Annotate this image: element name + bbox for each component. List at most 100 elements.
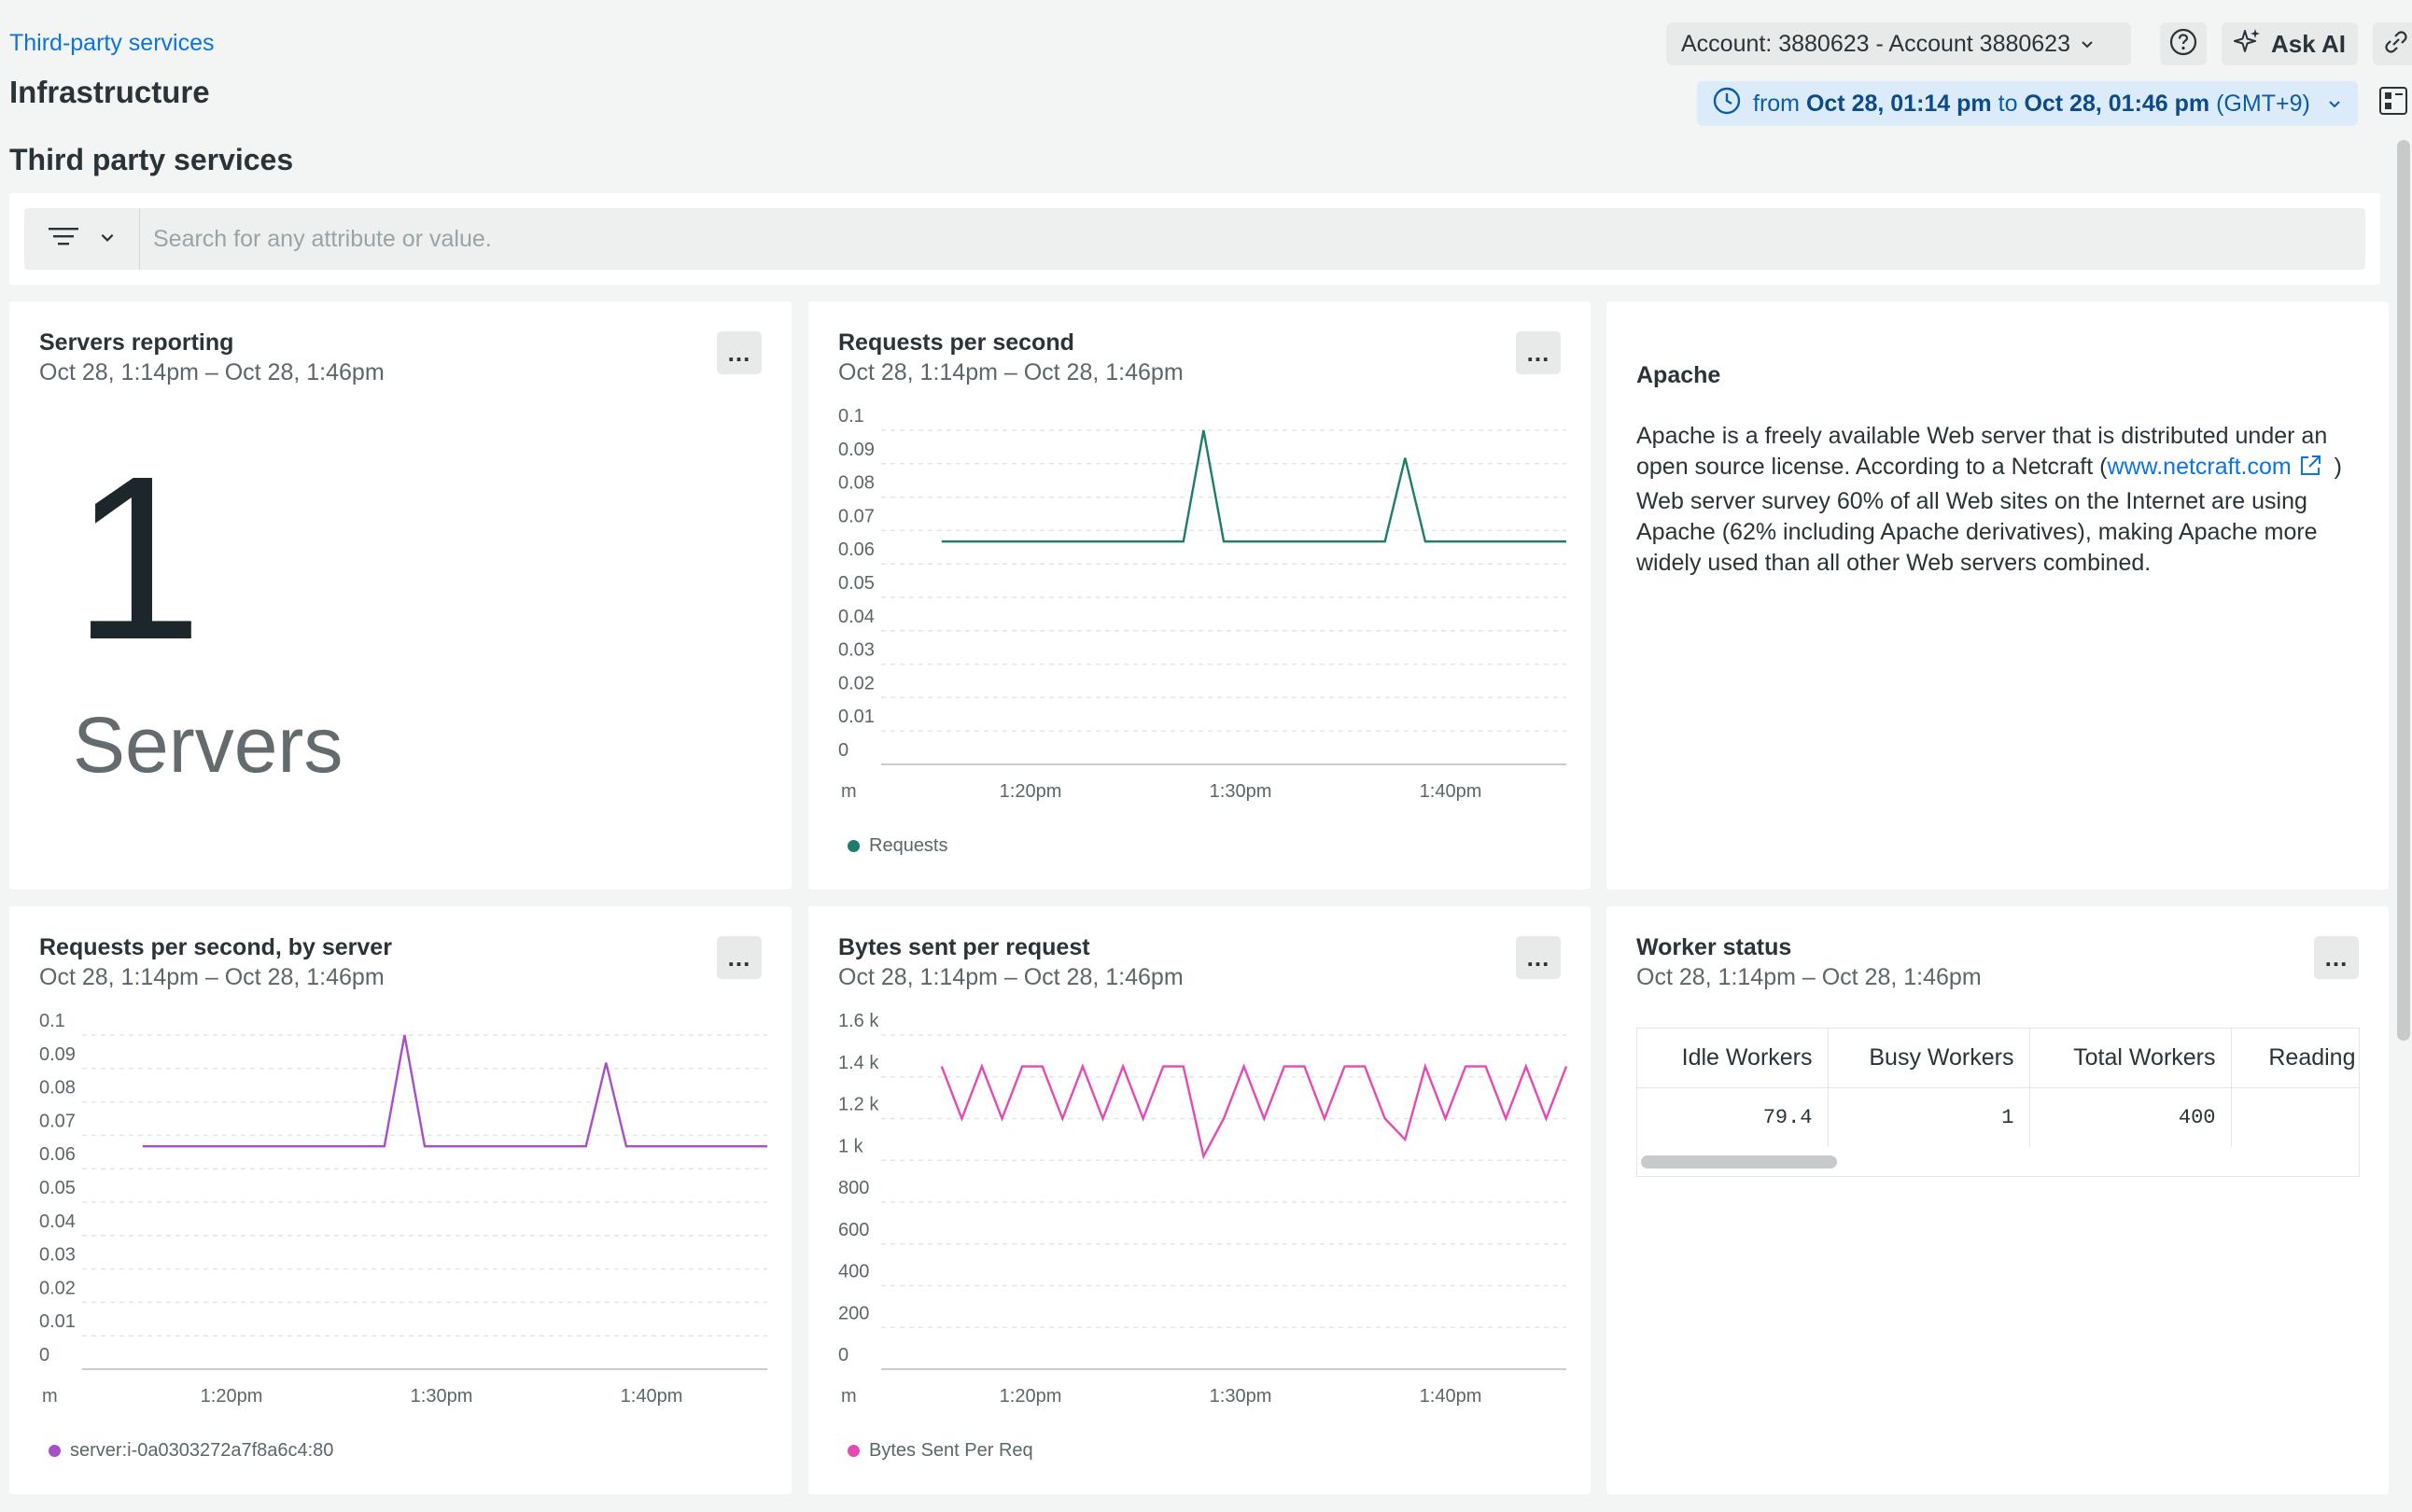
widget-menu-button[interactable]: ...: [717, 331, 762, 374]
link-icon: [2383, 29, 2409, 60]
y-tick-label: 0.1: [838, 406, 864, 427]
y-tick-label: 0.07: [39, 1111, 76, 1131]
card-subtitle: Oct 28, 1:14pm – Oct 28, 1:46pm: [39, 964, 385, 990]
card-title: Bytes sent per request: [838, 934, 1090, 960]
filter-menu-button[interactable]: [24, 208, 140, 270]
servers-reporting-card: Servers reporting Oct 28, 1:14pm – Oct 2…: [9, 301, 792, 889]
section-title: Third party services: [9, 143, 294, 176]
y-tick-label: 0.01: [39, 1311, 76, 1332]
y-tick-label: 0.04: [39, 1211, 76, 1232]
y-tick-label: 0: [39, 1345, 49, 1365]
apache-info-card: Apache Apache is a freely available Web …: [1606, 301, 2389, 889]
series-line[interactable]: [142, 1034, 767, 1148]
requests-per-second-card: Requests per second Oct 28, 1:14pm – Oct…: [808, 301, 1591, 889]
column-header[interactable]: Idle Workers: [1637, 1029, 1829, 1088]
legend-label: server:i-0a0303272a7f8a6c4:80: [70, 1440, 334, 1461]
chevron-down-icon: [2080, 31, 2095, 58]
help-button[interactable]: [2160, 22, 2207, 65]
card-title: Apache: [1636, 362, 1721, 388]
legend-label: Bytes Sent Per Req: [869, 1440, 1033, 1461]
y-tick-label: 0.1: [39, 1011, 65, 1031]
x-tick-label: 1:30pm: [1210, 781, 1272, 802]
chart-legend[interactable]: server:i-0a0303272a7f8a6c4:80: [49, 1440, 333, 1462]
widget-menu-button[interactable]: ...: [1516, 331, 1561, 374]
bytes-per-request-card: Bytes sent per request Oct 28, 1:14pm – …: [808, 906, 1591, 1494]
x-tick-label: 1:30pm: [1210, 1386, 1272, 1407]
y-tick-label: 0.09: [838, 440, 875, 460]
y-tick-label: 0.05: [838, 573, 875, 594]
filter-card: [9, 193, 2380, 285]
table-cell: 1: [1828, 1087, 2030, 1147]
x-tick-label: 1:40pm: [1420, 781, 1482, 802]
help-icon: [2168, 27, 2198, 62]
horizontal-scrollbar[interactable]: [1637, 1148, 2359, 1176]
legend-swatch: [49, 1445, 61, 1457]
bytes-line-chart: 1.6 k 1.4 k 1.2 k 1 k 800 600 400 200 0 m 1:20pm 1:…: [838, 1011, 1568, 1407]
y-tick-label: 0.08: [838, 473, 875, 494]
column-header[interactable]: Busy Workers: [1828, 1029, 2030, 1088]
y-tick-label: 0.01: [838, 707, 875, 727]
clock-icon: [1712, 86, 1742, 122]
widget-menu-button[interactable]: ...: [2314, 936, 2359, 979]
requests-by-server-line-chart: 0.1 0.09 0.08 0.07 0.06 0.05 0.04 0.03 0.02 0.01 0…: [39, 1011, 767, 1407]
y-tick-label: 1.6 k: [838, 1011, 879, 1031]
widget-menu-button[interactable]: ...: [1516, 936, 1561, 979]
card-subtitle: Oct 28, 1:14pm – Oct 28, 1:46pm: [838, 359, 1184, 385]
y-tick-label: 0.04: [838, 607, 875, 627]
card-title: Worker status: [1636, 934, 1792, 960]
chevron-down-icon: [2327, 91, 2342, 118]
y-tick-label: 0.08: [39, 1078, 76, 1099]
x-tick-label: m: [42, 1386, 58, 1407]
requests-line-chart: 0.1 0.09 0.08 0.07 0.06 0.05 0.04 0.03 0.02 0.01 0…: [838, 406, 1566, 802]
y-tick-label: 0.03: [838, 640, 875, 661]
account-label: Account: 3880623 - Account 3880623: [1681, 30, 2070, 57]
worker-table: Idle Workers Busy Workers Total Workers …: [1636, 1028, 2360, 1177]
y-tick-label: 0.06: [39, 1144, 76, 1165]
column-header[interactable]: Reading: [2231, 1029, 2359, 1088]
qr-share-icon: [2378, 86, 2410, 122]
external-link-icon[interactable]: [2298, 454, 2322, 486]
search-input[interactable]: [140, 208, 2365, 270]
servers-unit: Servers: [73, 701, 344, 789]
y-tick-label: 0.05: [39, 1178, 76, 1198]
widget-menu-button[interactable]: ...: [717, 936, 762, 979]
column-header[interactable]: Total Workers: [2029, 1029, 2232, 1088]
requests-by-server-card: Requests per second, by server Oct 28, 1…: [9, 906, 792, 1494]
scrollbar-thumb[interactable]: [1641, 1155, 1837, 1169]
page-scrollbar[interactable]: [2397, 140, 2410, 1041]
card-subtitle: Oct 28, 1:14pm – Oct 28, 1:46pm: [1636, 964, 1982, 990]
y-tick-label: 0.02: [838, 673, 875, 693]
account-selector[interactable]: Account: 3880623 - Account 3880623: [1666, 22, 2131, 65]
ask-ai-button[interactable]: Ask AI: [2222, 22, 2358, 65]
y-tick-label: 0: [838, 1345, 848, 1365]
y-tick-label: 200: [838, 1303, 869, 1323]
apache-description: Apache is a freely available Web server …: [1636, 423, 2342, 576]
y-tick-label: 600: [838, 1220, 869, 1240]
card-subtitle: Oct 28, 1:14pm – Oct 28, 1:46pm: [838, 964, 1184, 990]
x-tick-label: 1:40pm: [621, 1386, 683, 1407]
y-tick-label: 1 k: [838, 1136, 864, 1156]
x-tick-label: 1:20pm: [1000, 781, 1062, 802]
copy-link-button[interactable]: [2373, 22, 2412, 65]
legend-swatch: [848, 840, 860, 852]
legend-label: Requests: [869, 835, 948, 856]
card-title: Servers reporting: [39, 329, 234, 356]
series-line[interactable]: [940, 1062, 1568, 1160]
y-tick-label: 0.02: [39, 1278, 76, 1298]
card-title: Requests per second: [838, 329, 1074, 356]
netcraft-link[interactable]: www.netcraft.com: [2107, 454, 2292, 480]
y-tick-label: 800: [838, 1178, 869, 1198]
chart-legend[interactable]: Requests: [848, 835, 948, 857]
breadcrumb[interactable]: Third-party services: [9, 30, 215, 56]
chart-legend[interactable]: Bytes Sent Per Req: [848, 1440, 1033, 1462]
card-subtitle: Oct 28, 1:14pm – Oct 28, 1:46pm: [39, 359, 385, 385]
series-line[interactable]: [941, 429, 1566, 543]
y-tick-label: 0.06: [838, 539, 875, 560]
page-title: Infrastructure: [9, 75, 210, 109]
y-tick-label: 0: [838, 740, 848, 761]
y-tick-label: 1.4 k: [838, 1053, 879, 1073]
share-button[interactable]: [2376, 81, 2412, 126]
servers-count: 1: [73, 427, 203, 688]
x-tick-label: m: [841, 781, 857, 802]
time-range-picker[interactable]: from Oct 28, 01:14 pm to Oct 28, 01:46 p…: [1697, 81, 2358, 126]
